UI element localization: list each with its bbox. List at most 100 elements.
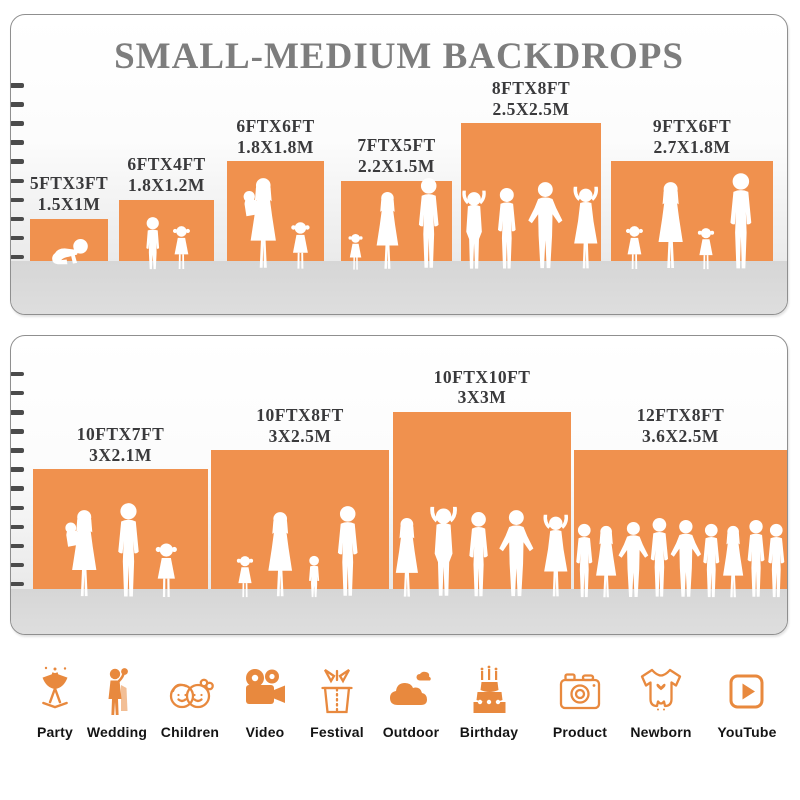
- ruler-tick: [11, 371, 24, 377]
- people-silhouette-girl: [234, 555, 256, 599]
- bar-size-label: 10FTX8FT 3X2.5M: [256, 405, 344, 446]
- people-silhouette-woman: [369, 191, 406, 271]
- ruler-tick: [11, 524, 24, 530]
- people-silhouette-baby: [48, 238, 90, 266]
- size-bar-7ftx5ft: [341, 180, 452, 261]
- bar-size-label-ft: 10FTX7FT: [76, 424, 165, 445]
- category-label: Outdoor: [382, 724, 440, 740]
- size-bar-6ftx6ft: [227, 161, 324, 261]
- outdoor-icon: [371, 665, 451, 719]
- size-bar-6ftx4ft: [119, 199, 214, 261]
- people-silhouette-manup: [456, 189, 492, 271]
- category-item-outdoor: Outdoor: [371, 665, 451, 740]
- category-label: Party: [36, 724, 74, 740]
- size-bar-10ftx8ft: [211, 450, 389, 589]
- bar-size-label-m: 1.8X1.2M: [128, 174, 205, 195]
- bar-size-label-ft: 7FTX5FT: [357, 135, 436, 156]
- category-item-children: Children: [150, 665, 230, 740]
- ruler-tick: [11, 429, 24, 434]
- people-silhouette-womanup: [566, 185, 606, 271]
- bar-size-label-ft: 9FTX6FT: [652, 116, 732, 137]
- people-silhouette-boy: [304, 555, 324, 599]
- bar-size-label-ft: 10FTX8FT: [256, 404, 344, 425]
- youtube-icon: [707, 665, 787, 719]
- category-item-newborn: Newborn: [621, 665, 701, 740]
- bar-size-label-m: 1.5X1M: [37, 194, 101, 215]
- ruler-tick: [11, 102, 24, 107]
- people-silhouette-boy: [140, 216, 165, 271]
- people-silhouette-girl: [623, 225, 646, 271]
- bar-size-label: 6FTX6FT 1.8X1.8M: [236, 116, 314, 157]
- birthday-icon: [449, 665, 529, 719]
- wedding-icon: [77, 665, 157, 719]
- people-silhouette-man: [410, 177, 447, 271]
- ruler-tick: [11, 121, 24, 126]
- bar-size-label-m: 3X3M: [457, 387, 507, 408]
- category-item-youtube: YouTube: [707, 665, 787, 740]
- bar-size-label: 10FTX10FT 3X3M: [434, 367, 531, 408]
- category-label: Birthday: [459, 724, 519, 740]
- people-silhouette-manhips: [522, 181, 569, 271]
- newborn-icon: [621, 665, 701, 719]
- bar-size-label: 7FTX5FT 2.2X1.5M: [357, 135, 435, 176]
- bar-size-label-m: 3X2.1M: [89, 444, 152, 465]
- floor-strip: [11, 261, 787, 314]
- category-label: Festival: [310, 724, 364, 740]
- people-silhouette-man: [721, 172, 761, 271]
- category-label: Newborn: [630, 724, 692, 740]
- category-label: Children: [160, 724, 220, 740]
- people-silhouette-woman: [650, 181, 691, 271]
- backdrop-panel-1: SMALL-MEDIUM BACKDROPS 109876543215FTX3F…: [10, 14, 788, 315]
- ruler-tick: [11, 562, 24, 568]
- ruler-tick: [11, 159, 24, 164]
- bar-size-label: 10FTX7FT 3X2.1M: [77, 424, 165, 465]
- ruler-tick: [11, 83, 24, 88]
- bar-size-label-ft: 5FTX3FT: [29, 173, 109, 194]
- people-silhouette-manhips: [493, 509, 540, 599]
- people-silhouette-man: [761, 523, 788, 599]
- bar-size-label-m: 2.2X1.5M: [358, 155, 435, 176]
- people-silhouette-girl: [346, 233, 365, 271]
- bar-size-label-ft: 12FTX8FT: [636, 404, 725, 425]
- category-label: Wedding: [86, 724, 148, 740]
- bar-size-label: 12FTX8FT 3.6X2.5M: [637, 405, 725, 446]
- people-silhouette-man: [461, 511, 496, 599]
- category-label: YouTube: [717, 724, 777, 740]
- people-silhouette-man: [329, 505, 366, 599]
- bar-size-label: 9FTX6FT 2.7X1.8M: [653, 116, 731, 157]
- category-item-birthday: Birthday: [449, 665, 529, 740]
- children-icon: [150, 665, 230, 719]
- bar-size-label: 8FTX8FT 2.5X2.5M: [492, 78, 570, 119]
- ruler-tick: [11, 505, 24, 510]
- ruler-tick: [11, 178, 24, 183]
- bar-size-label-m: 1.8X1.8M: [237, 136, 314, 157]
- ruler-tick: [11, 216, 24, 222]
- bar-size-label-m: 3.6X2.5M: [642, 425, 719, 446]
- people-silhouette-womanbaby: [238, 177, 285, 271]
- bar-size-label: 5FTX3FT 1.5X1M: [30, 173, 108, 214]
- ruler-tick: [11, 448, 24, 453]
- category-item-video: Video: [225, 665, 305, 740]
- people-silhouette-girl: [152, 542, 181, 599]
- category-item-wedding: Wedding: [77, 665, 157, 740]
- bar-size-label: 6FTX4FT 1.8X1.2M: [127, 154, 205, 195]
- party-icon: [15, 665, 95, 719]
- ruler-tick: [11, 235, 24, 241]
- people-silhouette-woman: [260, 511, 300, 599]
- festival-icon: [297, 665, 377, 719]
- bar-size-label-m: 2.7X1.8M: [653, 136, 731, 157]
- category-item-party: Party: [15, 665, 95, 740]
- bar-size-label-ft: 6FTX4FT: [127, 154, 206, 175]
- people-silhouette-manup: [423, 505, 464, 599]
- ruler-tick: [11, 197, 24, 203]
- video-icon: [225, 665, 305, 719]
- bar-size-label-m: 2.5X2.5M: [492, 98, 570, 119]
- bar-size-label-ft: 6FTX6FT: [236, 116, 315, 137]
- people-silhouette-womanbaby: [60, 509, 105, 599]
- ruler-tick: [11, 254, 24, 260]
- bar-size-label-m: 3X2.5M: [268, 425, 332, 446]
- bar-size-label-ft: 8FTX8FT: [491, 77, 571, 98]
- people-silhouette-man: [490, 187, 524, 271]
- page-title: SMALL-MEDIUM BACKDROPS: [114, 36, 684, 77]
- category-label: Product: [552, 724, 608, 740]
